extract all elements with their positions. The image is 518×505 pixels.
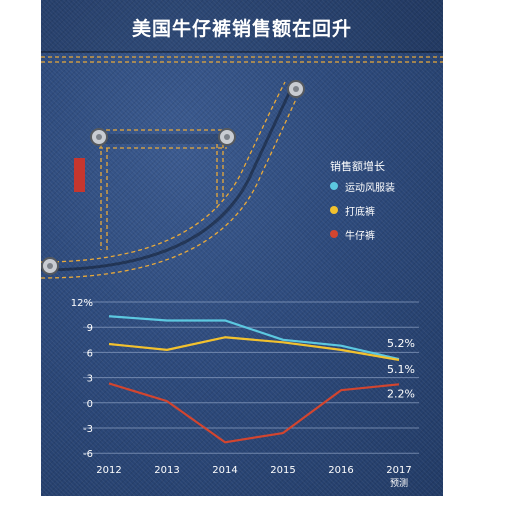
x-tick-sublabel: 预测 bbox=[390, 478, 408, 489]
legend-dot-sportswear bbox=[330, 182, 338, 190]
series-line-3 bbox=[108, 382, 400, 444]
legend-dot-jeans bbox=[330, 230, 338, 238]
x-tick-label: 2012 bbox=[96, 465, 121, 476]
chart-title: 美国牛仔裤销售额在回升 bbox=[131, 18, 352, 40]
rivet bbox=[287, 80, 305, 98]
pocket-seam bbox=[41, 84, 295, 272]
pocket-decoration bbox=[41, 0, 443, 279]
rivet bbox=[218, 128, 236, 146]
x-tick-label: 2013 bbox=[154, 465, 179, 476]
series-line-2 bbox=[108, 336, 400, 362]
x-tick-label: 2015 bbox=[270, 465, 295, 476]
waistband bbox=[41, 0, 443, 52]
legend-label-sportswear: 运动风服装 bbox=[345, 182, 395, 194]
coin-pocket-top bbox=[97, 134, 229, 144]
series-line-1 bbox=[108, 315, 400, 361]
end-value-label: 5.2% bbox=[387, 337, 415, 350]
red-brand-tag bbox=[74, 158, 85, 192]
rivet bbox=[41, 257, 59, 275]
legend-label-jeans: 牛仔裤 bbox=[345, 230, 375, 242]
legend-item-sportswear: 运动风服装 bbox=[330, 179, 395, 194]
legend-dot-leggings bbox=[330, 206, 338, 214]
x-tick-label: 2017 bbox=[386, 465, 411, 476]
denim-background: 美国牛仔裤销售额在回升 销售额增长 运动风服装 打底裤 牛仔裤 12% 9 6 3 0 -… bbox=[41, 0, 443, 496]
y-tick-label: -6 bbox=[83, 449, 93, 460]
legend-item-leggings: 打底裤 bbox=[330, 203, 375, 218]
x-tick-label: 2014 bbox=[212, 465, 237, 476]
end-value-label: 5.1% bbox=[387, 363, 415, 376]
rivet bbox=[90, 128, 108, 146]
legend-title: 销售额增长 bbox=[330, 160, 385, 173]
pocket-stitch-2 bbox=[41, 87, 302, 279]
end-value-label: 2.2% bbox=[387, 387, 415, 400]
x-tick-label: 2016 bbox=[328, 465, 353, 476]
y-tick-label: 9 bbox=[87, 323, 93, 334]
legend-label-leggings: 打底裤 bbox=[345, 206, 375, 218]
y-tick-label: -3 bbox=[83, 424, 93, 435]
y-tick-label: 12% bbox=[71, 298, 93, 309]
y-tick-label: 6 bbox=[87, 348, 93, 359]
y-tick-label: 3 bbox=[87, 374, 93, 385]
pocket-stitch-1 bbox=[41, 81, 286, 263]
legend-item-jeans: 牛仔裤 bbox=[330, 227, 375, 242]
y-tick-label: 0 bbox=[87, 399, 93, 410]
